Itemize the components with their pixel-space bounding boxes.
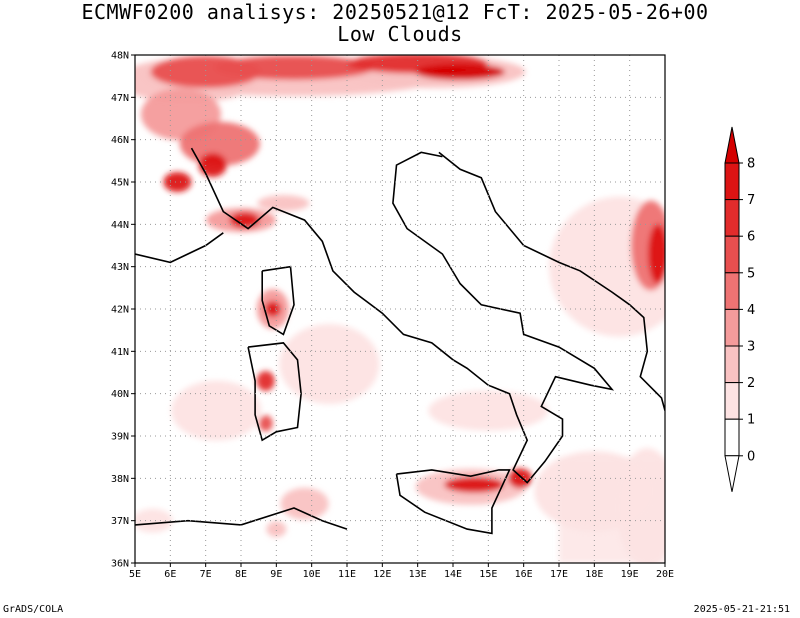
footer-credit: GrADS/COLA [3, 604, 64, 615]
x-tick-label: 7E [200, 569, 212, 580]
colorbar-label: 6 [747, 230, 755, 245]
lat-lon-grid [135, 55, 665, 563]
cloud-cell [257, 195, 310, 212]
colorbar-min-arrow [724, 455, 740, 492]
cloud-cell [171, 380, 262, 441]
footer-timestamp: 2025-05-21-21:51 [693, 604, 790, 615]
low-cloud-shading [135, 55, 665, 563]
y-tick-label: 44N [111, 220, 129, 231]
cloud-cell [198, 153, 227, 178]
colorbar-label: 8 [747, 157, 755, 172]
y-tick-label: 46N [111, 135, 129, 146]
latitude-axis: 36N 37N 38N 39N 40N 41N 42N 43N 44N 45N 46N 47N 48N [111, 51, 135, 570]
y-tick-label: 38N [111, 474, 129, 485]
colorbar: 0 1 2 3 4 5 6 7 8 [724, 126, 755, 492]
colorbar-segment [724, 382, 740, 420]
x-tick-label: 18E [585, 569, 603, 580]
cloud-cell [264, 301, 281, 317]
colorbar-label: 3 [747, 340, 755, 355]
cloud-cell [279, 324, 380, 405]
x-tick-label: 13E [409, 569, 427, 580]
x-tick-label: 19E [621, 569, 639, 580]
x-tick-label: 6E [164, 569, 176, 580]
colorbar-segment [724, 272, 740, 310]
cloud-cell [266, 521, 287, 538]
cloud-cell [280, 487, 329, 520]
x-tick-label: 14E [444, 569, 462, 580]
y-tick-label: 45N [111, 178, 129, 189]
colorbar-label: 2 [747, 376, 755, 391]
colorbar-label: 0 [747, 449, 755, 464]
cloud-cell [444, 476, 505, 493]
colorbar-label: 7 [747, 193, 755, 208]
x-tick-label: 12E [373, 569, 391, 580]
colorbar-segment [724, 345, 740, 384]
y-tick-label: 39N [111, 432, 129, 443]
colorbar-segment [724, 199, 740, 237]
colorbar-segment [724, 235, 740, 274]
france-coastline [135, 232, 224, 264]
cloud-cell [179, 121, 260, 166]
x-tick-label: 16E [515, 569, 533, 580]
cloud-cell [135, 508, 173, 533]
colorbar-max-arrow [724, 126, 740, 164]
x-tick-label: 10E [303, 569, 321, 580]
map-title: ECMWF0200 analisys: 20250521@12 FcT: 202… [81, 0, 709, 24]
balkan-coastline [438, 151, 665, 411]
cloud-cell [647, 223, 665, 284]
y-tick-label: 47N [111, 93, 129, 104]
longitude-axis: 5E 6E 7E 8E 9E 10E 11E 12E 13E 14E 15E 16E 17E 18E 19E… [129, 563, 674, 580]
cloud-cell [214, 55, 374, 80]
x-tick-label: 8E [235, 569, 247, 580]
cloud-cell [256, 370, 275, 391]
x-tick-label: 15E [479, 569, 497, 580]
colorbar-segment [724, 418, 740, 457]
colorbar-segment [724, 308, 740, 347]
colorbar-label: 5 [747, 266, 755, 281]
map-subtitle: Low Clouds [337, 22, 463, 46]
cloud-cell [559, 457, 665, 563]
x-tick-label: 20E [656, 569, 674, 580]
cloud-cell [415, 63, 506, 80]
colorbar-segment [724, 162, 740, 201]
y-tick-label: 36N [111, 559, 129, 570]
x-tick-label: 17E [550, 569, 568, 580]
colorbar-label: 4 [747, 303, 755, 318]
italy-coastline [190, 147, 615, 484]
cloud-cell [258, 415, 273, 432]
map-plot-area [135, 55, 665, 563]
y-tick-label: 37N [111, 516, 129, 527]
x-tick-label: 9E [270, 569, 282, 580]
y-tick-label: 40N [111, 389, 129, 400]
y-tick-label: 48N [111, 51, 129, 62]
x-tick-label: 5E [129, 569, 141, 580]
y-tick-label: 42N [111, 305, 129, 316]
sicily-coastline [395, 469, 511, 535]
y-tick-label: 41N [111, 347, 129, 358]
africa-coastline [135, 507, 348, 530]
cloud-cell [229, 212, 260, 229]
cloud-cell [163, 172, 192, 192]
colorbar-label: 1 [747, 413, 755, 428]
x-tick-label: 11E [338, 569, 356, 580]
y-tick-label: 43N [111, 262, 129, 273]
